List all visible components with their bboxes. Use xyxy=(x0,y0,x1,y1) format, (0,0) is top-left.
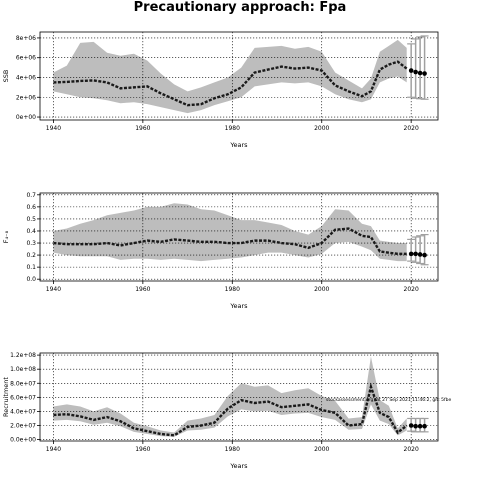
forecast-point xyxy=(413,423,418,429)
confidence-band xyxy=(53,356,407,437)
forecast-point xyxy=(413,69,418,75)
forecast-point xyxy=(408,68,414,73)
y-tick-label: 2e+06 xyxy=(16,94,36,101)
plot-frame xyxy=(39,31,439,121)
y-axis-label: SSB xyxy=(2,70,10,83)
y-tick-label: 0e+00 xyxy=(16,114,36,121)
forecast-point xyxy=(408,251,414,257)
plot-frame xyxy=(39,192,439,282)
x-axis-label: Years xyxy=(229,141,248,149)
x-tick-label: 2020 xyxy=(404,125,419,132)
y-tick-label: 1.2e+08 xyxy=(10,352,36,359)
x-tick-label: 1960 xyxy=(135,125,150,132)
x-tick-label: 2000 xyxy=(314,125,329,132)
forecast-point xyxy=(422,423,427,429)
confidence-band xyxy=(53,203,407,262)
x-tick-label: 2000 xyxy=(314,446,329,453)
y-tick-label: 6e+06 xyxy=(16,55,36,62)
x-tick-label: 2000 xyxy=(314,286,329,293)
forecast-point xyxy=(417,70,423,76)
x-tick-label: 1940 xyxy=(46,446,61,453)
forecast-point xyxy=(422,71,427,76)
chart-title: Precautionary approach: Fpa xyxy=(133,0,347,15)
x-tick-label: 2020 xyxy=(404,286,419,293)
y-tick-label: 0.4 xyxy=(26,228,36,235)
estimate-line xyxy=(53,382,408,437)
y-tick-label: 6.0e+07 xyxy=(10,394,36,401)
x-axis-label: Years xyxy=(229,462,248,470)
y-tick-label: 0.3 xyxy=(26,240,36,247)
forecast-point xyxy=(417,252,423,257)
confidence-band xyxy=(53,39,407,114)
forecast-point xyxy=(408,423,414,428)
y-tick-label: 8.0e+07 xyxy=(10,380,36,387)
x-tick-label: 1980 xyxy=(225,446,240,453)
y-axis-label: Recruitment xyxy=(2,377,10,417)
forecast-point xyxy=(422,252,427,258)
x-tick-label: 1960 xyxy=(135,446,150,453)
forecast-point xyxy=(413,251,418,257)
fishing-mortality-panel: 1940 1960 1980 2000 2020 0.0 0.1 0.2 0.3 0.4 0.5 0.… xyxy=(2,192,439,310)
x-tick-label: 1940 xyxy=(46,286,61,293)
y-tick-label: 0.1 xyxy=(26,264,36,271)
x-axis-label: Years xyxy=(229,302,248,310)
y-tick-label: 2.0e+07 xyxy=(10,423,36,430)
y-tick-label: 0.5 xyxy=(26,216,36,223)
y-tick-label: 4e+06 xyxy=(16,74,36,81)
y-tick-label: 0.6 xyxy=(26,204,36,211)
y-tick-label: 0.0 xyxy=(26,276,36,283)
y-tick-label: 1.0e+08 xyxy=(10,366,36,373)
y-tick-label: 8e+06 xyxy=(16,35,36,42)
x-tick-label: 1980 xyxy=(225,286,240,293)
x-tick-label: 1960 xyxy=(135,286,150,293)
y-tick-label: 0.0e+00 xyxy=(10,437,36,444)
recruitment-panel: 1940 1960 1980 2000 2020 0.0e+00 2.0e+07 4.0e+0… xyxy=(2,352,439,470)
estimate-line xyxy=(53,60,408,107)
timestamp-annotation: stockassessment.org, at 27 Sep 2021 11:4… xyxy=(326,397,451,403)
y-tick-label: 0.2 xyxy=(26,252,36,259)
ssb-panel: 1940 1960 1980 2000 2020 0e+00 2e+06 4e+06 6e+06… xyxy=(2,31,439,149)
x-tick-label: 1940 xyxy=(46,125,61,132)
estimate-line xyxy=(53,227,407,256)
forecast-point xyxy=(417,423,423,429)
x-tick-label: 1980 xyxy=(225,125,240,132)
y-tick-label: 0.7 xyxy=(26,192,36,199)
y-tick-label: 4.0e+07 xyxy=(10,408,36,415)
x-tick-label: 2020 xyxy=(404,446,419,453)
y-axis-label: F₄₋₈ xyxy=(2,230,10,243)
